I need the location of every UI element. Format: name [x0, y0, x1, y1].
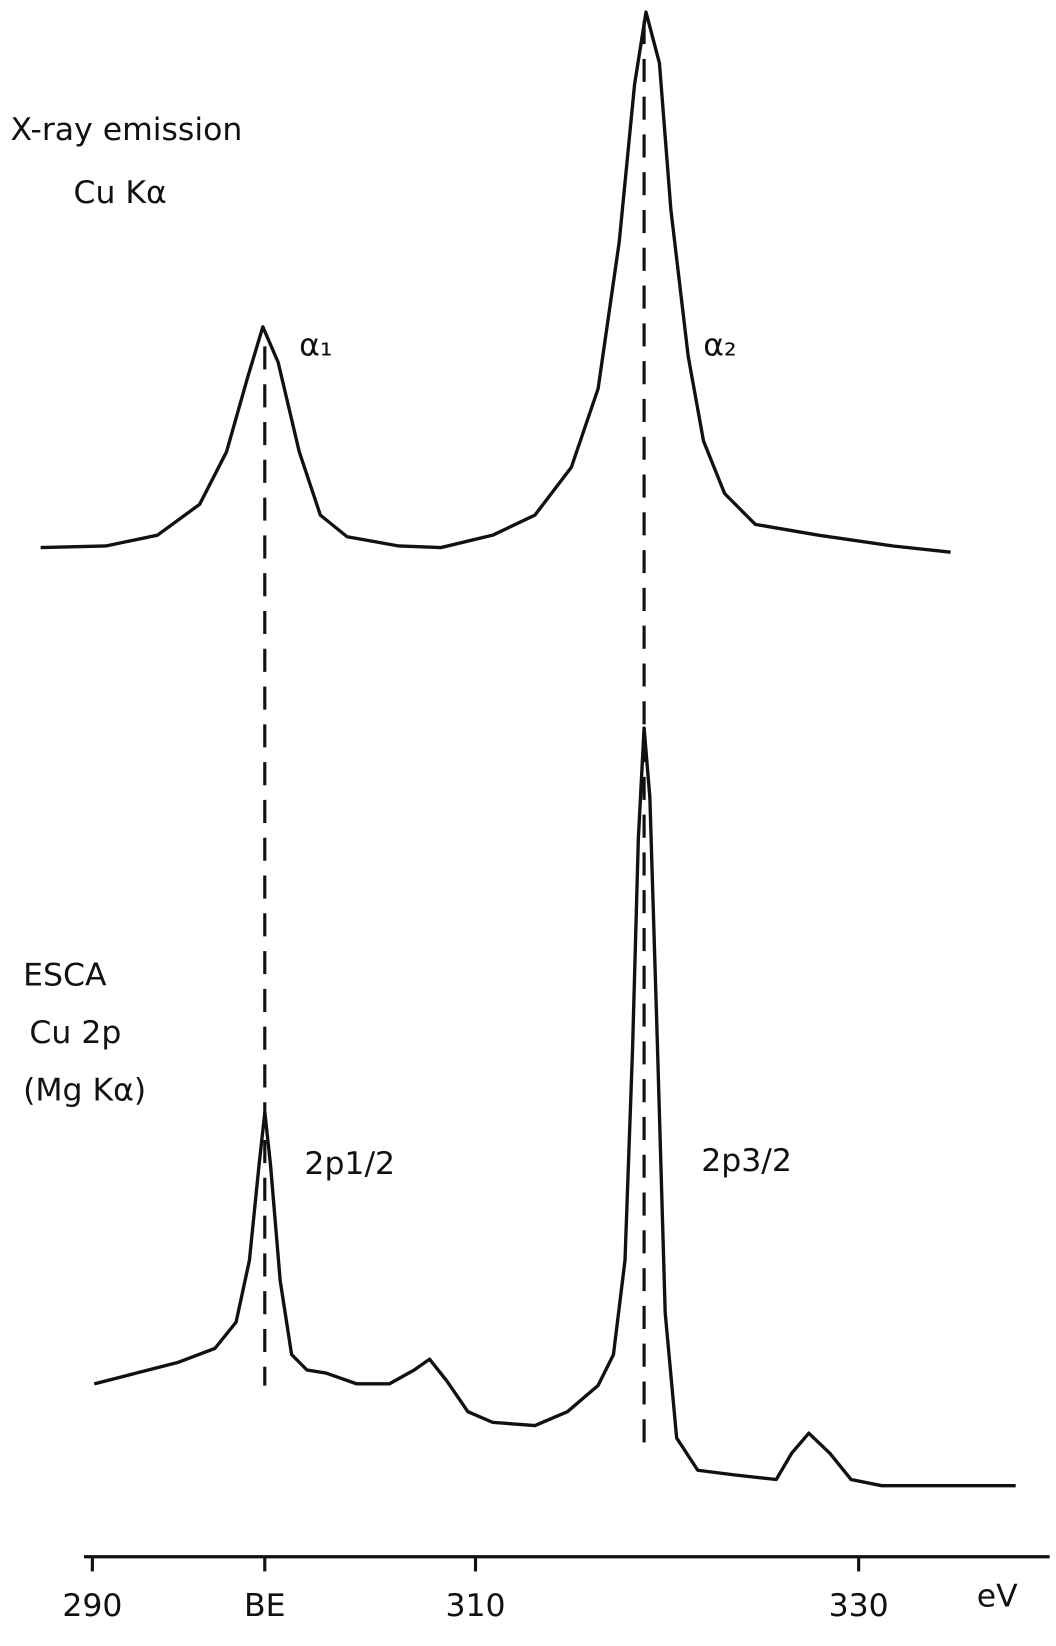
spectrum-line	[93, 726, 1016, 1488]
x-tick-label: BE	[244, 1588, 286, 1624]
x-tick-label: 310	[445, 1588, 505, 1624]
x-tick-label: 330	[829, 1588, 889, 1624]
annotation: Cu 2p	[29, 1015, 121, 1051]
x-tick-label: 290	[62, 1588, 122, 1624]
spectrum-line	[40, 10, 951, 554]
annotation: α₂	[703, 327, 736, 363]
annotation: Cu Kα	[73, 175, 166, 211]
annotation: ESCA	[23, 957, 107, 993]
x-axis-label: eV	[977, 1579, 1018, 1615]
annotation: 2p1/2	[304, 1146, 395, 1182]
annotation: 2p3/2	[701, 1143, 792, 1179]
annotation: X-ray emission	[10, 112, 242, 148]
annotation: (Mg Kα)	[23, 1073, 146, 1109]
annotation: α₁	[299, 327, 332, 363]
